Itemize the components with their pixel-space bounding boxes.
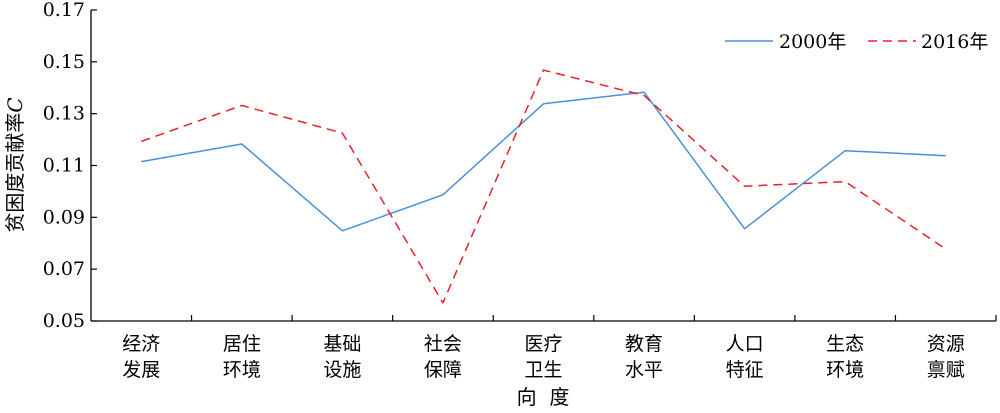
x-category-label-line: 居住 bbox=[223, 333, 261, 355]
x-category-label: 人口特征 bbox=[726, 333, 764, 381]
y-tick-label: 0.13 bbox=[43, 103, 85, 125]
y-tick-label: 0.11 bbox=[43, 155, 85, 177]
y-tick-label: 0.09 bbox=[43, 206, 85, 228]
x-category-label-line: 环境 bbox=[223, 359, 261, 381]
x-category-label-line: 人口 bbox=[726, 333, 764, 355]
x-category-label-line: 发展 bbox=[122, 359, 160, 381]
x-category-label-line: 禀赋 bbox=[927, 359, 965, 381]
x-category-label-line: 生态 bbox=[826, 333, 864, 355]
x-category-label-line: 设施 bbox=[323, 359, 361, 381]
y-ticks: 0.05 0.07 0.09 0.11 0.13 0.15 0.17 bbox=[43, 0, 97, 332]
x-category-label: 经济发展 bbox=[122, 333, 160, 381]
x-category-label-line: 卫生 bbox=[524, 359, 562, 381]
x-category-label: 基础设施 bbox=[323, 333, 361, 381]
x-category-label-line: 教育 bbox=[625, 333, 663, 355]
legend-label-2016: 2016年 bbox=[921, 31, 988, 53]
x-category-label: 社会保障 bbox=[424, 333, 462, 381]
x-category-label-line: 医疗 bbox=[524, 333, 562, 355]
axes bbox=[90, 10, 996, 322]
x-category-label-line: 社会 bbox=[424, 333, 462, 355]
series-line-1 bbox=[141, 69, 947, 304]
x-ticks: 经济发展 居住环境 基础设施 社会保障 医疗卫生 教育水平 人口特征 生态环境 资源禀赋 bbox=[122, 315, 997, 381]
x-category-label-line: 环境 bbox=[826, 359, 864, 381]
y-axis-title-main: 贫困度贡献率 bbox=[3, 113, 27, 233]
x-category-label-line: 基础 bbox=[323, 333, 361, 355]
y-axis-title-var: C bbox=[3, 97, 27, 112]
y-axis-title: 贫困度贡献率C bbox=[3, 97, 27, 232]
x-category-label: 居住环境 bbox=[223, 333, 261, 381]
legend-label-2000: 2000年 bbox=[779, 31, 846, 53]
x-category-label: 教育水平 bbox=[625, 333, 663, 381]
y-tick-label: 0.15 bbox=[43, 51, 85, 73]
x-category-label-line: 保障 bbox=[424, 359, 462, 381]
series-line-0 bbox=[141, 91, 946, 232]
y-tick-label: 0.17 bbox=[43, 0, 85, 21]
y-tick-label: 0.07 bbox=[43, 258, 85, 280]
legend: 2000年 2016年 bbox=[725, 31, 988, 53]
y-tick-label: 0.05 bbox=[43, 310, 85, 332]
x-category-label-line: 资源 bbox=[927, 333, 965, 355]
x-axis-title: 向 度 bbox=[517, 385, 570, 409]
x-category-label: 资源禀赋 bbox=[927, 333, 965, 381]
series-layer bbox=[141, 69, 947, 304]
x-category-label: 生态环境 bbox=[826, 333, 864, 381]
x-category-label-line: 水平 bbox=[625, 359, 663, 381]
x-category-label-line: 经济 bbox=[122, 333, 160, 355]
x-category-label: 医疗卫生 bbox=[524, 333, 562, 381]
x-category-label-line: 特征 bbox=[726, 359, 764, 381]
